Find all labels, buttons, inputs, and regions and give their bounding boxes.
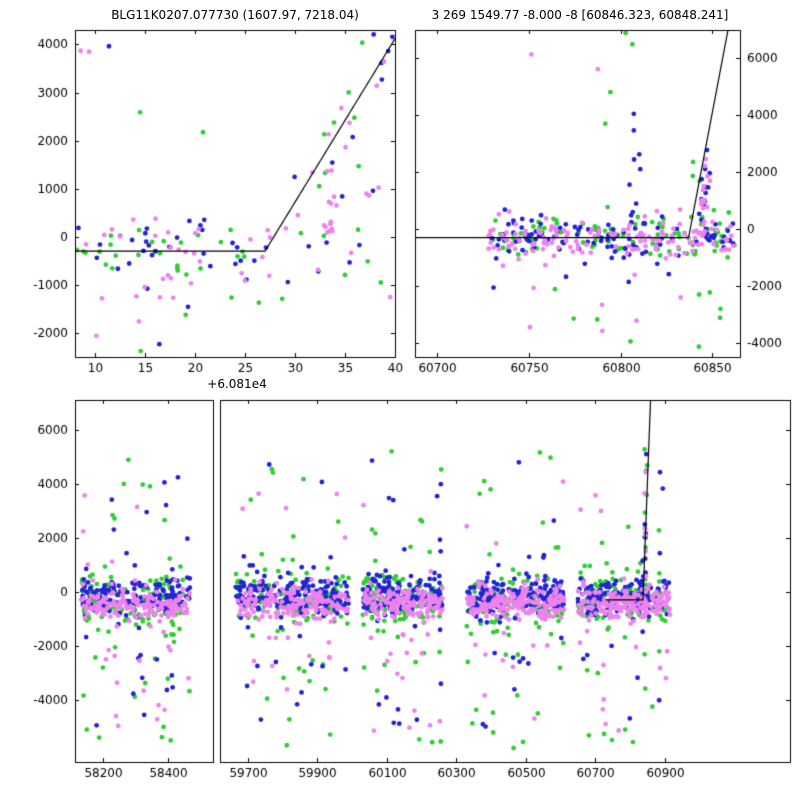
plot-title-right: 3 269 1549.77 -8.000 -8 [60846.323, 6084…: [431, 8, 729, 22]
plot-title-left: BLG11K0207.077730 (1607.97, 7218.04): [111, 8, 359, 22]
x-axis-offset-label: +6.081e4: [207, 377, 267, 391]
